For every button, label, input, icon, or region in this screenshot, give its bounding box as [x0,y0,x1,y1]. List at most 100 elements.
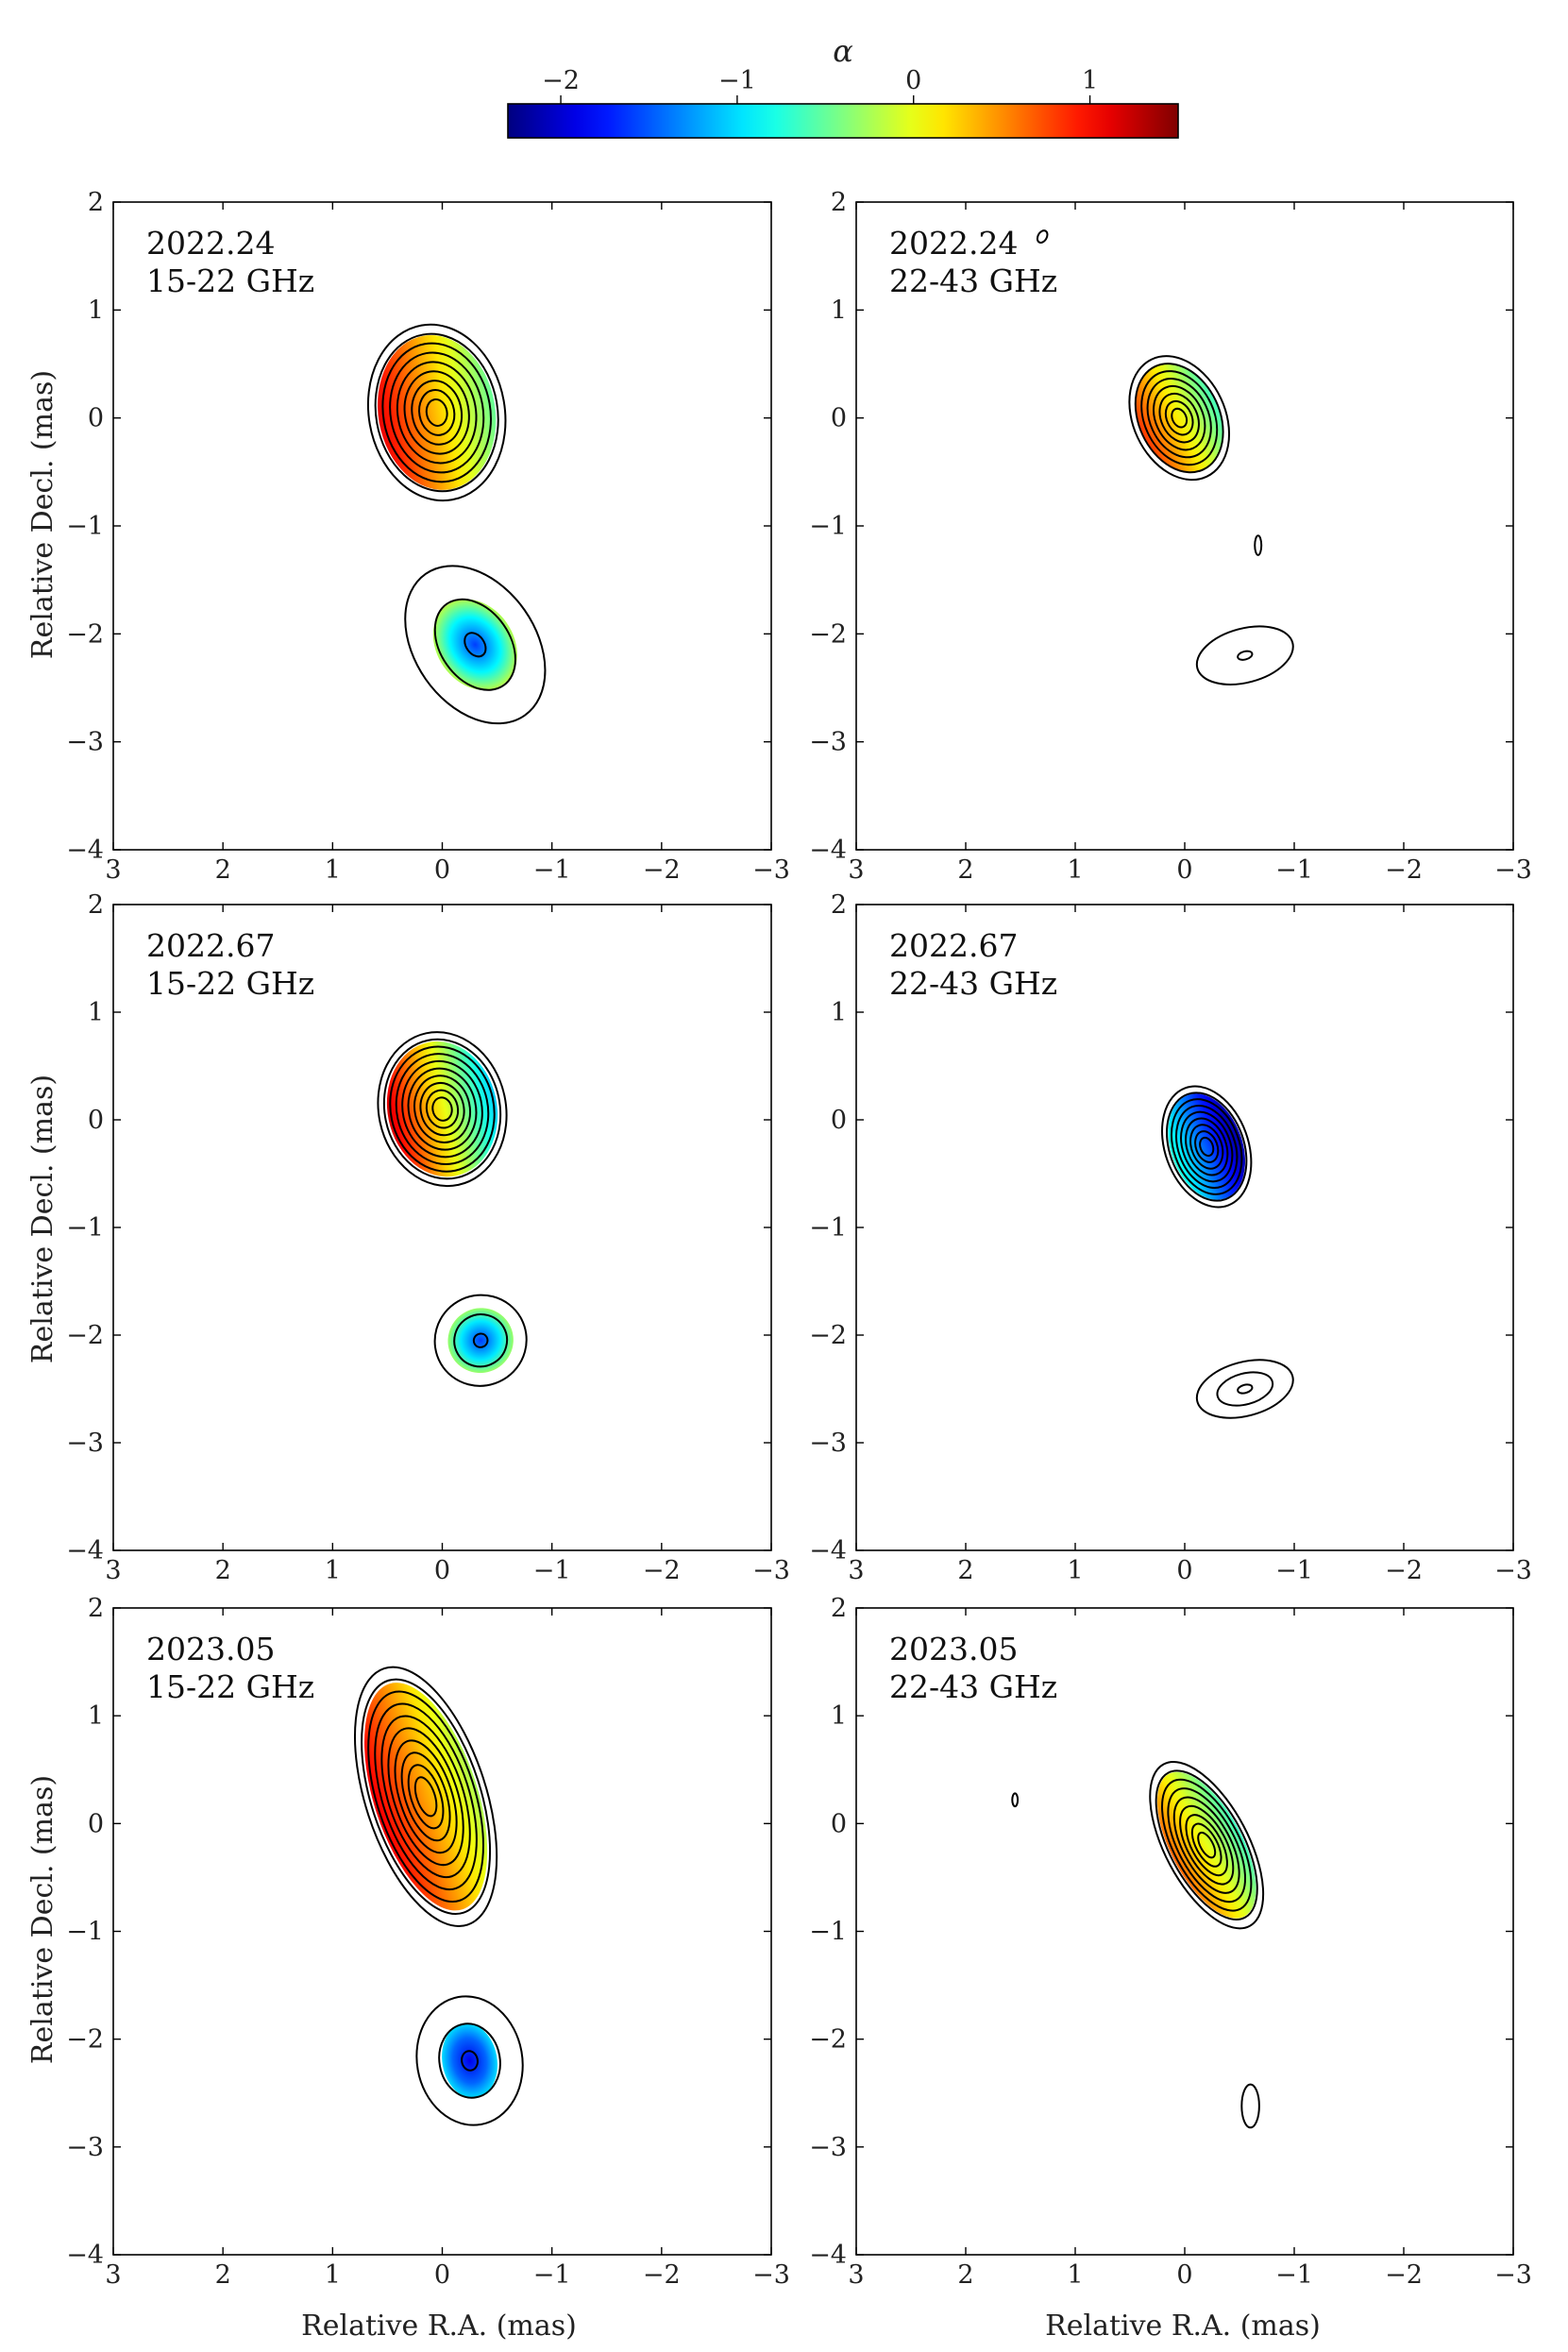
y-tick-label: −3 [66,1429,104,1458]
intensity-contour [1172,1796,1240,1894]
source-component [1128,355,1231,482]
spectral-index-map [363,1683,488,1911]
intensity-contour [407,1764,445,1830]
intensity-contour [1179,1804,1235,1886]
source-component [353,1666,498,1927]
x-tick-label: 2 [957,2260,973,2290]
x-tick-label: 0 [1176,2260,1192,2290]
intensity-contour [1237,650,1254,661]
y-tick-label: 0 [831,404,847,433]
y-tick-label: −1 [66,512,104,541]
y-tick-label: −3 [66,2133,104,2162]
epoch-label: 2023.05 [146,1631,275,1667]
band-label: 15-22 GHz [146,965,314,1002]
intensity-contour [1140,370,1219,466]
x-tick-label: 3 [848,1556,864,1585]
intensity-contour [433,598,516,691]
x-tick-label: 0 [434,1556,450,1585]
intensity-contour [464,632,487,658]
intensity-contour [1164,399,1194,436]
intensity-contour [472,1332,489,1348]
y-tick-label: −2 [809,1321,847,1350]
source-component [1149,1761,1265,1930]
intensity-contour [419,1081,465,1137]
intensity-contour [1216,1371,1274,1407]
y-tick-label: 1 [88,1701,104,1731]
intensity-contour [1197,1831,1217,1859]
intensity-contour [401,1059,483,1159]
intensity-contour [380,1715,471,1879]
intensity-contour [374,1702,478,1891]
y-tick-label: 1 [88,998,104,1027]
intensity-contour [1158,392,1200,444]
intensity-contour [377,1031,508,1188]
y-tick-label: −4 [66,2241,104,2270]
epoch-label: 2022.67 [889,927,1018,964]
x-tick-label: 0 [434,2260,450,2290]
intensity-contour [1161,1778,1253,1912]
intensity-contour [1240,2083,1260,2129]
x-tick-label: 2 [957,1556,973,1585]
x-tick-label: −3 [752,2260,790,2290]
y-tick-label: 1 [831,998,847,1027]
intensity-contour [1254,534,1263,556]
intensity-contour [403,370,470,455]
intensity-contour [1128,355,1231,482]
intensity-contour [382,1038,502,1180]
y-tick-label: −4 [66,836,104,865]
source-component [1195,1359,1294,1419]
source-component [433,1294,528,1387]
x-tick-label: −1 [533,855,571,885]
x-tick-label: 3 [848,855,864,885]
xlabel-right: Relative R.A. (mas) [1045,2310,1321,2343]
x-tick-label: 3 [105,855,121,885]
x-tick-label: −3 [1494,2260,1532,2290]
intensity-contour [1011,1792,1020,1808]
intensity-contour [415,1995,524,2126]
y-tick-label: 0 [831,1106,847,1135]
ylabel-row-1: Relative Decl. (mas) [26,370,59,659]
x-tick-label: −3 [752,855,790,885]
y-tick-label: −1 [809,1213,847,1243]
x-tick-label: 2 [215,2260,231,2290]
x-tick-label: −2 [643,1556,681,1585]
intensity-contour [1175,1104,1239,1190]
x-tick-label: −2 [1385,2260,1423,2290]
intensity-contour [1171,1098,1243,1195]
spectral-index-map [378,334,497,490]
x-tick-label: −1 [1275,2260,1313,2290]
x-tick-label: 2 [215,855,231,885]
x-tick-label: 0 [1176,855,1192,885]
y-tick-label: −1 [809,1918,847,1947]
intensity-contour [407,1067,478,1151]
source-component [366,323,507,502]
x-tick-label: −1 [533,1556,571,1585]
y-tick-label: −3 [809,2133,847,2162]
x-tick-label: −1 [1275,1556,1313,1585]
intensity-contour [366,323,507,502]
y-tick-label: 2 [88,1594,104,1623]
intensity-contour [1237,1383,1254,1395]
intensity-contour [1149,1761,1265,1930]
y-tick-label: −4 [809,2241,847,2270]
intensity-contour [1155,1769,1258,1921]
y-tick-label: 1 [831,296,847,325]
x-tick-label: −1 [1275,855,1313,885]
y-tick-label: −2 [66,1321,104,1350]
colorbar-label: α [833,33,853,69]
intensity-contour [1195,625,1294,685]
intensity-contour [1189,1124,1224,1170]
y-tick-label: −1 [809,512,847,541]
intensity-contour [1134,363,1224,474]
x-tick-label: 2 [215,1556,231,1585]
y-tick-label: −2 [66,619,104,649]
x-tick-label: −1 [533,2260,571,2290]
epoch-label: 2023.05 [889,1631,1018,1667]
band-label: 22-43 GHz [889,965,1057,1002]
intensity-contour [411,380,464,446]
colorbar: α −2 −1 0 1 [507,33,1179,139]
x-tick-label: 1 [1067,855,1083,885]
